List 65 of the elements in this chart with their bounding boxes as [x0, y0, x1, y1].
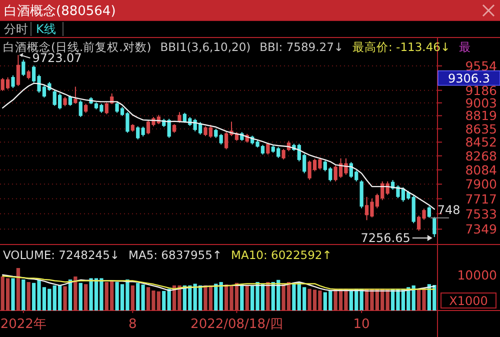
- text: 最: [459, 40, 472, 54]
- candlestick: [78, 100, 82, 118]
- candlestick: [219, 133, 223, 146]
- bar: [240, 284, 244, 310]
- candlestick: [178, 112, 182, 124]
- candlestick: [282, 148, 286, 160]
- candlestick: [63, 96, 67, 107]
- bar: [162, 290, 166, 310]
- text: MA5: 6837955↑: [128, 248, 222, 262]
- y-tick-label: 7717: [465, 191, 497, 206]
- candlestick: [11, 74, 15, 89]
- y-tick-label: 8635: [465, 121, 497, 136]
- text: K线: [36, 22, 56, 36]
- bar: [63, 286, 67, 310]
- bar: [78, 282, 82, 311]
- candlestick: [214, 128, 218, 138]
- chart-title: 白酒概念(880564): [4, 4, 116, 19]
- y-tick-label: 7900: [465, 176, 498, 192]
- candlestick: [74, 86, 78, 104]
- y-tick-label: 7533: [465, 206, 497, 222]
- text: 分时: [4, 22, 28, 36]
- text: MA10: 6022592↑: [231, 248, 332, 262]
- bar: [245, 285, 249, 310]
- annotation: BBI1(3,6,10,20): [160, 40, 251, 54]
- candlestick: [104, 102, 108, 115]
- y-tick-label: 7349: [465, 222, 498, 237]
- bar: [16, 268, 20, 310]
- candlestick: [16, 54, 20, 87]
- y-tick-label: 9186: [465, 82, 498, 98]
- y-tick-label: 9003: [465, 95, 497, 110]
- candlestick: [22, 59, 26, 76]
- x-tick-label: 8: [128, 317, 137, 332]
- y-tick-label: 8084: [465, 162, 498, 178]
- bar: [84, 284, 88, 310]
- candlestick: [84, 103, 88, 114]
- text: X1000: [449, 294, 488, 308]
- candlestick: [68, 95, 72, 106]
- y-tick-label: 8819: [465, 108, 498, 124]
- text: VOLUME: 7248245↓: [3, 248, 120, 262]
- y-tick-label: 9554: [465, 58, 498, 74]
- x-tick-label: 2022年: [0, 317, 46, 332]
- text: 10000: [457, 268, 498, 282]
- bar: [22, 279, 26, 310]
- annotation: 7256.65: [360, 231, 410, 246]
- text: 9306.3: [448, 71, 490, 86]
- y-tick-label: 8268: [465, 148, 498, 164]
- x-tick-label: 10: [353, 317, 370, 332]
- bar: [167, 288, 171, 310]
- bar: [386, 290, 390, 310]
- bar: [219, 282, 223, 310]
- annotation: 白酒概念(日线.前复权.对数): [3, 40, 152, 54]
- y-tick-label: 8452: [465, 134, 497, 150]
- bar: [130, 285, 134, 310]
- text: 748: [437, 202, 460, 217]
- candlestick: [26, 70, 30, 80]
- bar: [214, 284, 218, 310]
- annotation: BBI: 7589.27↓: [260, 40, 344, 54]
- candlestick: [427, 206, 432, 218]
- candlestick: [432, 216, 436, 238]
- bar: [11, 278, 15, 310]
- line-series: [2, 82, 435, 210]
- x-tick-label: 2022/08/18/四: [190, 317, 283, 332]
- bar: [74, 276, 78, 310]
- bar: [26, 282, 30, 310]
- bar: [68, 279, 72, 310]
